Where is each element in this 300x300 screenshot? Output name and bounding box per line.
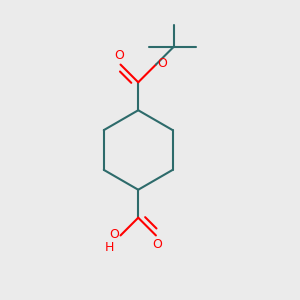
Text: O: O <box>158 57 167 70</box>
Text: O: O <box>109 228 119 241</box>
Text: O: O <box>152 238 162 251</box>
Text: H: H <box>105 241 114 254</box>
Text: O: O <box>114 49 124 62</box>
